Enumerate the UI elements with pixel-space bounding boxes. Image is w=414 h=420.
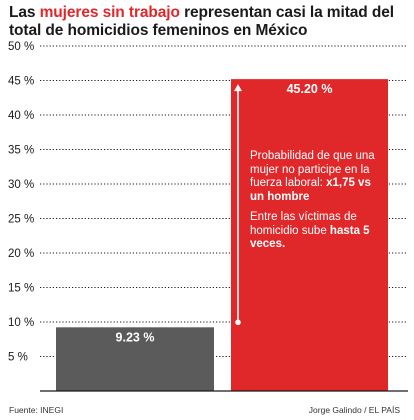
y-tick-label: 10 % bbox=[8, 317, 34, 329]
annotation-labor-text: Probabilidad de que una mujer no partici… bbox=[250, 150, 375, 189]
y-tick-label: 35 % bbox=[8, 145, 34, 157]
data-label: 9.23 % bbox=[116, 330, 155, 344]
chart-title: Las mujeres sin trabajo representan casi… bbox=[9, 4, 409, 40]
comparison-arrow-head bbox=[234, 84, 242, 92]
title-rest: representan casi la mitad del total de h… bbox=[9, 4, 394, 39]
source-note: Fuente: INEGI bbox=[9, 405, 64, 415]
y-tick-label: 25 % bbox=[8, 214, 34, 226]
data-label: 45.20 % bbox=[287, 82, 333, 96]
y-tick-label: 45 % bbox=[8, 76, 34, 88]
annotation-homicide-text: Entre las víctimas de homicidio sube bbox=[250, 211, 357, 237]
annotation-homicide-bold: hasta 5 veces. bbox=[250, 224, 370, 251]
y-tick-label: 30 % bbox=[8, 179, 34, 191]
annotation-labor-probability: Probabilidad de que una mujer no partici… bbox=[250, 150, 386, 204]
y-tick-label: 20 % bbox=[8, 248, 34, 260]
y-tick-label: 5 % bbox=[8, 352, 28, 364]
title-highlight: mujeres sin trabajo bbox=[39, 4, 180, 21]
credit-note: Jorge Galindo / EL PAÍS bbox=[308, 405, 400, 415]
comparison-arrow-origin bbox=[235, 319, 241, 326]
annotation-homicide-victims: Entre las víctimas de homicidio sube has… bbox=[250, 211, 386, 252]
y-tick-label: 15 % bbox=[8, 283, 34, 295]
bar bbox=[56, 327, 214, 391]
annotation-labor-bold: x1,75 vs un hombre bbox=[250, 177, 371, 203]
bar bbox=[231, 79, 388, 392]
title-lead: Las bbox=[9, 4, 40, 21]
y-tick-label: 50 % bbox=[8, 41, 34, 53]
y-tick-label: 40 % bbox=[8, 110, 34, 122]
